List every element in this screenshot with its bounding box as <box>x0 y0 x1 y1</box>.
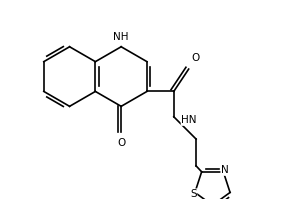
Text: O: O <box>192 53 200 63</box>
Text: O: O <box>117 138 125 148</box>
Text: S: S <box>190 189 197 199</box>
Text: N: N <box>221 165 229 175</box>
Text: NH: NH <box>113 32 129 42</box>
Text: HN: HN <box>181 115 197 125</box>
